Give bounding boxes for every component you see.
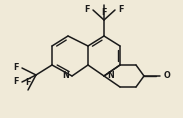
Text: F: F [25,78,31,87]
Text: N: N [107,72,114,80]
Text: F: F [101,8,107,17]
Text: F: F [85,6,90,15]
Text: O: O [164,72,171,80]
Text: N: N [62,72,69,80]
Text: F: F [14,78,19,86]
Text: F: F [118,6,123,15]
Text: F: F [14,63,19,72]
